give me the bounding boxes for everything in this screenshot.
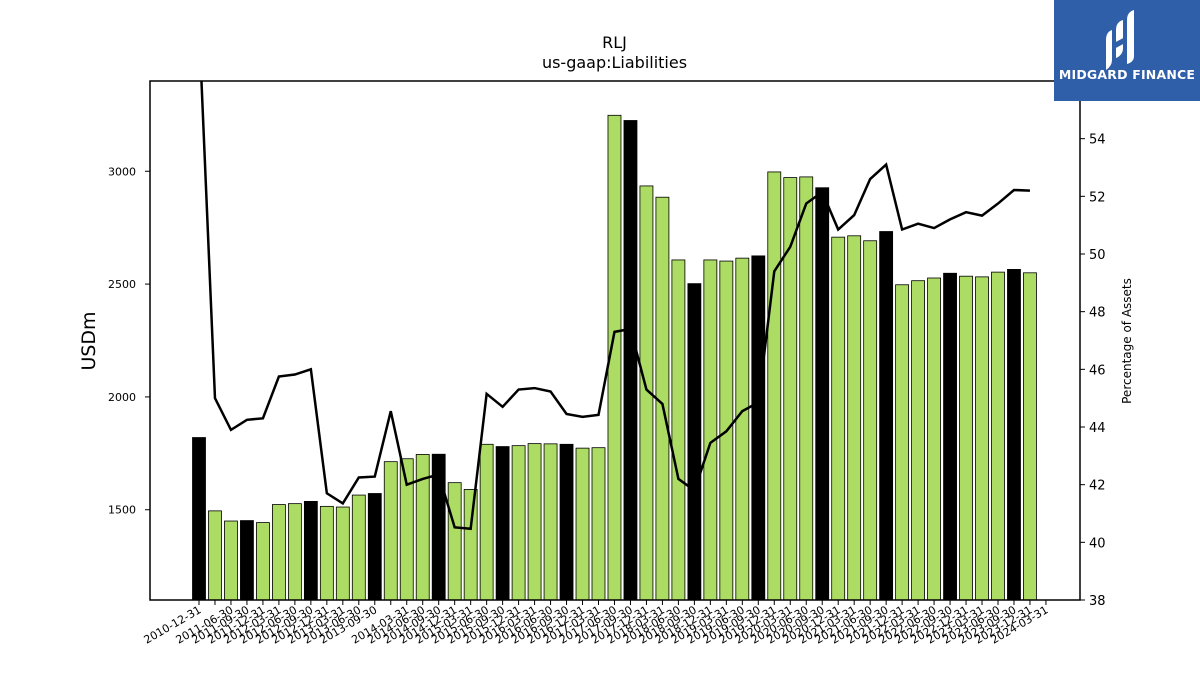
- bar-series: [192, 114, 1037, 601]
- bar-2015-12-31: [511, 445, 526, 601]
- bar-2023-12-31: [1023, 272, 1037, 601]
- bar-2021-06-30: [863, 240, 878, 601]
- bar-2016-06-30: [543, 443, 558, 601]
- y2-tick-label: 40: [1089, 536, 1106, 551]
- bar-2023-09-30: [1007, 269, 1021, 601]
- y-tick-label: 2000: [108, 391, 136, 404]
- y2-tick-label: 54: [1089, 133, 1106, 148]
- percentage-line: [200, 81, 1031, 531]
- bar-2023-03-31: [975, 276, 989, 601]
- y-axis-label: USDm: [78, 311, 100, 370]
- y2-tick-label: 42: [1089, 479, 1106, 494]
- bar-2010-12-31: [192, 437, 206, 601]
- bar-2012-09-30: [303, 500, 318, 601]
- bar-2013-03-31: [335, 506, 350, 601]
- y-tick-label: 3000: [108, 165, 136, 178]
- bar-2015-03-31: [463, 489, 478, 601]
- bar-2013-09-30: [367, 493, 382, 601]
- y-tick-label: 2500: [108, 278, 136, 291]
- bar-2019-06-30: [735, 257, 750, 601]
- bar-2014-12-31: [447, 482, 462, 601]
- axes: 15002000250030003840424446485052542010-1…: [108, 80, 1106, 647]
- bar-2022-09-30: [943, 272, 957, 601]
- bar-2012-03-31: [271, 504, 286, 601]
- brand-logo: MIDGARD FINANCE: [1054, 0, 1200, 101]
- bar-2016-03-31: [527, 443, 542, 601]
- y2-tick-label: 46: [1089, 363, 1106, 378]
- logo-mark-icon: [1054, 0, 1200, 101]
- plot-frame: [149, 80, 1081, 601]
- bar-2019-12-31: [767, 171, 782, 601]
- bar-2022-12-31: [959, 275, 973, 601]
- bar-2011-06-30: [224, 520, 238, 601]
- bar-2020-06-30: [799, 176, 814, 601]
- bar-2012-06-30: [287, 503, 302, 601]
- bar-2020-12-31: [831, 236, 846, 601]
- bar-2011-03-31: [208, 510, 222, 601]
- y2-tick-label: 38: [1089, 594, 1106, 609]
- bar-2013-12-31: [383, 461, 398, 601]
- bar-2016-09-30: [559, 443, 574, 601]
- chart-title: RLJ: [602, 33, 627, 52]
- bar-2013-06-30: [351, 494, 366, 601]
- bar-2020-09-30: [815, 187, 830, 601]
- line-series: [200, 81, 1031, 531]
- bar-2018-09-30: [687, 283, 702, 601]
- bar-2016-12-31: [575, 447, 590, 601]
- logo-text: MIDGARD FINANCE: [1058, 67, 1196, 82]
- bar-2019-09-30: [751, 255, 766, 601]
- bar-2018-12-31: [703, 259, 718, 601]
- y2-tick-label: 44: [1089, 421, 1106, 436]
- chart-subtitle: us-gaap:Liabilities: [542, 53, 687, 72]
- bar-2022-06-30: [927, 277, 941, 601]
- bar-2023-06-30: [991, 271, 1005, 601]
- bar-2017-03-31: [591, 447, 606, 601]
- bar-2011-09-30: [240, 520, 254, 601]
- bar-2014-06-30: [415, 454, 430, 601]
- bar-2021-12-31: [895, 284, 910, 601]
- y2-tick-label: 50: [1089, 248, 1106, 263]
- bar-2022-03-31: [911, 280, 925, 601]
- bar-2021-03-31: [847, 235, 862, 601]
- bar-2018-06-30: [671, 259, 686, 601]
- y-tick-label: 1500: [108, 504, 136, 517]
- y2-axis-label: Percentage of Assets: [1120, 278, 1134, 404]
- y2-tick-label: 48: [1089, 306, 1106, 321]
- bar-2011-12-31: [256, 522, 270, 601]
- bar-2015-06-30: [479, 443, 494, 601]
- bar-2020-03-31: [783, 177, 798, 601]
- bar-2012-12-31: [319, 505, 334, 601]
- y2-tick-label: 52: [1089, 190, 1106, 205]
- bar-2015-09-30: [495, 446, 510, 601]
- bar-2017-09-30: [623, 120, 638, 601]
- bar-2021-09-30: [879, 231, 894, 601]
